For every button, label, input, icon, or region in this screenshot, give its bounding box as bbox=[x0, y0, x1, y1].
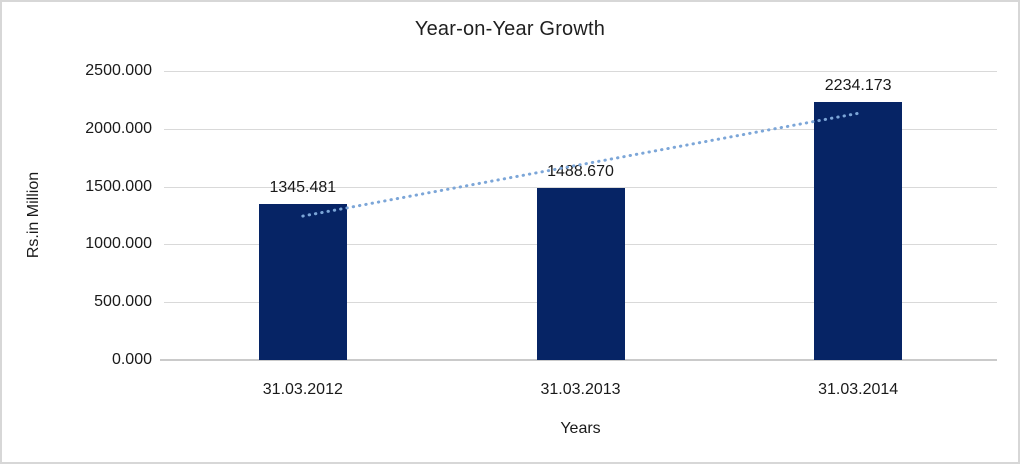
y-tick-label: 0.000 bbox=[111, 351, 152, 368]
y-tick-label: 500.000 bbox=[94, 293, 152, 311]
bar bbox=[258, 204, 347, 360]
y-tick-label: 1500.000 bbox=[85, 177, 152, 195]
x-tick-label: 31.03.2013 bbox=[540, 381, 621, 398]
y-axis-title: Rs.in Million bbox=[25, 171, 42, 259]
y-tick-label: 1000.000 bbox=[85, 235, 152, 253]
bar-value-label: 1345.481 bbox=[269, 179, 337, 197]
bar-value-label: 2234.173 bbox=[824, 76, 892, 94]
x-tick-label: 31.03.2012 bbox=[262, 381, 343, 398]
bar bbox=[536, 187, 625, 360]
y-tick-label: 2500.000 bbox=[85, 62, 152, 79]
x-axis-title: Years bbox=[560, 420, 601, 437]
bar-value-label: 1488.670 bbox=[547, 162, 614, 180]
x-axis-line bbox=[160, 359, 997, 361]
y-tick-label: 2000.000 bbox=[85, 119, 152, 137]
bar bbox=[814, 101, 903, 360]
gridline bbox=[164, 71, 997, 72]
chart-title: Year-on-Year Growth bbox=[414, 18, 606, 40]
x-tick-label: 31.03.2014 bbox=[818, 381, 899, 398]
